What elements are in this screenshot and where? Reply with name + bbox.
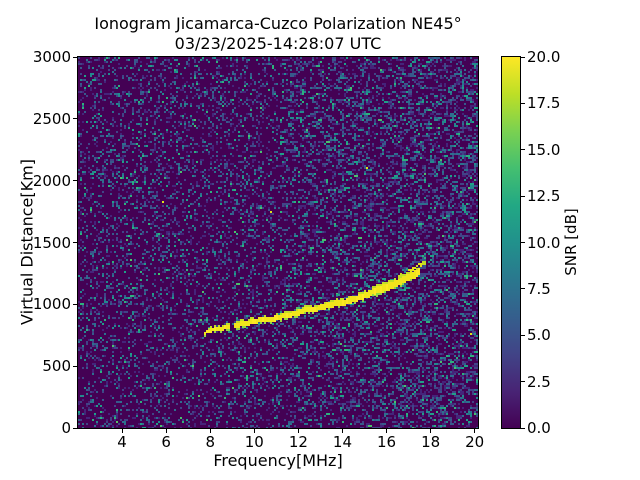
chart-title-line1: Ionogram Jicamarca-Cuzco Polarization NE… bbox=[94, 14, 462, 33]
x-tick-label: 6 bbox=[161, 433, 171, 451]
colorbar-tick-label: 20.0 bbox=[527, 48, 561, 66]
x-axis-label: Frequency[MHz] bbox=[213, 451, 343, 470]
x-tick-mark bbox=[253, 429, 255, 433]
y-tick-label: 1000 bbox=[32, 295, 71, 314]
x-tick-mark bbox=[386, 429, 388, 433]
x-tick-mark bbox=[209, 429, 211, 433]
x-tick-label: 18 bbox=[421, 433, 441, 451]
heatmap-canvas bbox=[78, 57, 478, 428]
chart-title: Ionogram Jicamarca-Cuzco Polarization NE… bbox=[78, 14, 478, 54]
colorbar-tick-mark bbox=[521, 427, 525, 429]
x-tick-mark bbox=[121, 429, 123, 433]
x-tick-label: 16 bbox=[376, 433, 397, 451]
x-tick-label: 4 bbox=[117, 433, 127, 451]
y-tick-label: 0 bbox=[61, 419, 71, 437]
x-tick-mark bbox=[297, 429, 299, 433]
y-tick-mark bbox=[73, 118, 77, 120]
colorbar-tick-mark bbox=[521, 242, 525, 243]
colorbar-tick-label: 7.5 bbox=[527, 279, 551, 298]
colorbar-tick-mark bbox=[521, 149, 525, 151]
colorbar-tick-mark bbox=[521, 381, 525, 383]
x-tick-mark bbox=[430, 429, 432, 433]
x-tick-label: 20 bbox=[465, 433, 485, 451]
x-tick-label: 8 bbox=[205, 433, 215, 451]
y-tick-label: 2500 bbox=[32, 109, 71, 128]
colorbar-tick-label: 5.0 bbox=[527, 326, 551, 345]
colorbar-tick-label: 2.5 bbox=[527, 372, 551, 391]
y-tick-mark bbox=[73, 56, 77, 58]
colorbar-gradient bbox=[501, 56, 521, 429]
y-tick-mark bbox=[73, 242, 77, 243]
y-tick-mark bbox=[73, 427, 77, 429]
y-tick-label: 1500 bbox=[32, 233, 71, 252]
colorbar-tick-label: 17.5 bbox=[527, 94, 561, 113]
colorbar-tick-label: 12.5 bbox=[527, 187, 561, 206]
colorbar-tick-label: 10.0 bbox=[527, 233, 561, 252]
x-tick-label: 10 bbox=[244, 433, 264, 451]
x-tick-mark bbox=[165, 429, 167, 433]
x-tick-mark bbox=[341, 429, 343, 433]
y-tick-mark bbox=[73, 365, 77, 367]
chart-title-line2: 03/23/2025-14:28:07 UTC bbox=[174, 34, 382, 53]
colorbar-tick-mark bbox=[521, 288, 525, 290]
x-tick-mark bbox=[474, 429, 476, 433]
colorbar-tick-mark bbox=[521, 334, 525, 336]
x-tick-label: 12 bbox=[288, 433, 308, 451]
colorbar-tick-mark bbox=[521, 102, 525, 104]
plot-area bbox=[77, 56, 479, 429]
colorbar-tick-label: 0.0 bbox=[527, 419, 551, 437]
y-tick-label: 2000 bbox=[32, 171, 71, 190]
y-tick-label: 500 bbox=[42, 357, 71, 376]
colorbar-tick-mark bbox=[521, 195, 525, 197]
y-tick-mark bbox=[73, 303, 77, 305]
y-tick-mark bbox=[73, 180, 77, 182]
y-tick-label: 3000 bbox=[32, 48, 71, 66]
colorbar-tick-label: 15.0 bbox=[527, 140, 561, 159]
x-tick-label: 14 bbox=[332, 433, 352, 451]
colorbar-tick-mark bbox=[521, 56, 525, 58]
